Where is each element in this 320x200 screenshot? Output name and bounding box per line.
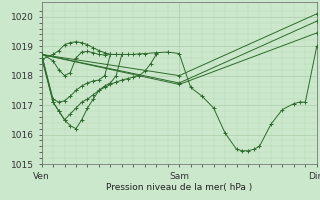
X-axis label: Pression niveau de la mer( hPa ): Pression niveau de la mer( hPa ) (106, 183, 252, 192)
